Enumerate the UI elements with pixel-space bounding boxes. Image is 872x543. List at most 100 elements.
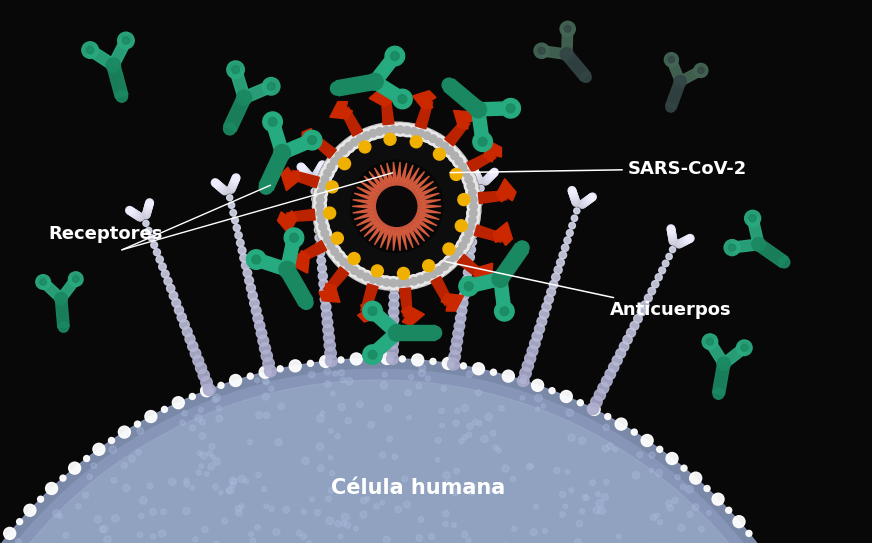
- Circle shape: [143, 209, 151, 217]
- Circle shape: [464, 179, 477, 192]
- Polygon shape: [720, 344, 747, 368]
- Circle shape: [392, 89, 412, 109]
- Circle shape: [229, 180, 237, 188]
- Circle shape: [386, 163, 394, 171]
- Circle shape: [255, 412, 262, 419]
- Circle shape: [313, 211, 320, 218]
- Circle shape: [140, 497, 147, 504]
- Circle shape: [441, 386, 446, 392]
- Circle shape: [463, 268, 473, 277]
- Circle shape: [650, 468, 654, 472]
- Circle shape: [528, 346, 538, 356]
- Circle shape: [416, 383, 422, 389]
- Circle shape: [443, 243, 455, 255]
- Circle shape: [588, 194, 596, 201]
- Circle shape: [17, 519, 23, 525]
- Polygon shape: [277, 211, 297, 234]
- Circle shape: [749, 214, 756, 222]
- Circle shape: [648, 287, 656, 295]
- Circle shape: [219, 186, 227, 193]
- Polygon shape: [381, 96, 394, 125]
- Circle shape: [450, 343, 461, 355]
- Circle shape: [360, 511, 367, 518]
- Circle shape: [216, 184, 224, 191]
- Circle shape: [529, 338, 540, 349]
- Circle shape: [675, 241, 683, 248]
- Circle shape: [501, 98, 521, 118]
- Circle shape: [472, 169, 479, 177]
- Circle shape: [430, 358, 436, 364]
- Circle shape: [145, 411, 157, 422]
- Circle shape: [309, 371, 315, 378]
- Circle shape: [460, 167, 473, 180]
- Circle shape: [304, 171, 312, 179]
- Polygon shape: [705, 339, 728, 367]
- Circle shape: [612, 355, 623, 365]
- Circle shape: [177, 313, 187, 322]
- Circle shape: [228, 184, 235, 191]
- Circle shape: [410, 136, 422, 148]
- Circle shape: [466, 213, 479, 226]
- Circle shape: [446, 147, 453, 155]
- Polygon shape: [341, 107, 363, 136]
- Circle shape: [262, 350, 272, 362]
- Circle shape: [420, 270, 433, 283]
- Circle shape: [337, 403, 345, 411]
- Circle shape: [746, 531, 752, 536]
- Circle shape: [337, 255, 351, 268]
- Circle shape: [174, 306, 183, 314]
- Circle shape: [417, 129, 425, 137]
- Circle shape: [741, 344, 748, 351]
- Circle shape: [249, 532, 254, 536]
- Circle shape: [230, 178, 238, 186]
- Circle shape: [380, 276, 393, 289]
- Circle shape: [564, 237, 571, 244]
- Circle shape: [201, 377, 212, 388]
- Circle shape: [145, 202, 153, 210]
- Circle shape: [319, 279, 328, 288]
- Circle shape: [247, 250, 266, 269]
- Circle shape: [587, 403, 599, 415]
- Circle shape: [528, 464, 534, 469]
- Circle shape: [534, 504, 539, 509]
- Circle shape: [384, 160, 392, 167]
- Circle shape: [559, 491, 566, 498]
- Circle shape: [462, 227, 475, 240]
- Circle shape: [452, 336, 462, 347]
- Circle shape: [263, 412, 269, 419]
- Circle shape: [442, 357, 454, 369]
- Circle shape: [354, 268, 367, 281]
- Circle shape: [603, 424, 610, 431]
- Circle shape: [651, 514, 657, 521]
- Circle shape: [317, 163, 325, 171]
- Circle shape: [657, 446, 663, 452]
- Circle shape: [470, 101, 487, 118]
- Circle shape: [492, 270, 508, 287]
- Circle shape: [469, 238, 477, 246]
- Circle shape: [522, 360, 534, 371]
- Circle shape: [312, 122, 481, 291]
- Circle shape: [576, 521, 582, 527]
- Circle shape: [264, 504, 269, 509]
- Circle shape: [143, 210, 150, 218]
- Circle shape: [429, 270, 437, 278]
- Circle shape: [655, 513, 659, 518]
- Circle shape: [160, 509, 166, 515]
- Circle shape: [312, 196, 318, 203]
- Circle shape: [389, 484, 396, 491]
- Circle shape: [569, 222, 576, 229]
- Circle shape: [537, 317, 547, 326]
- Circle shape: [168, 478, 176, 485]
- Circle shape: [460, 283, 470, 292]
- Circle shape: [596, 500, 603, 507]
- Circle shape: [602, 376, 612, 387]
- Circle shape: [303, 170, 311, 178]
- Circle shape: [554, 468, 560, 473]
- Circle shape: [602, 494, 609, 501]
- Circle shape: [549, 280, 558, 289]
- Circle shape: [499, 406, 504, 411]
- Circle shape: [458, 194, 470, 206]
- Circle shape: [392, 223, 399, 231]
- Circle shape: [561, 48, 573, 61]
- Circle shape: [637, 308, 645, 316]
